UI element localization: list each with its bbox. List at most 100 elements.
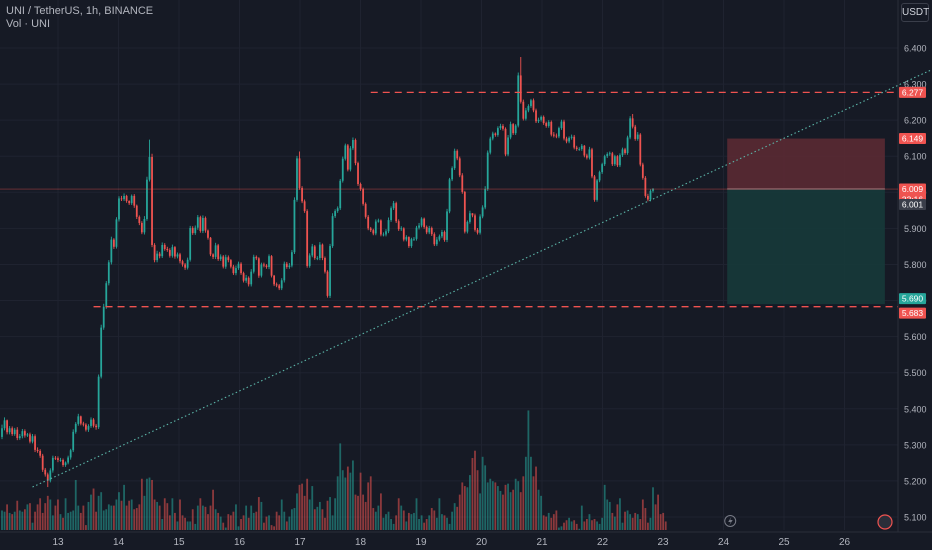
volume-bar <box>593 519 596 530</box>
volume-bar <box>166 503 169 530</box>
volume-bar <box>631 517 634 530</box>
volume-bar <box>573 520 576 530</box>
candle-body <box>49 470 52 481</box>
candle-body <box>201 217 204 231</box>
volume-bar <box>161 519 164 530</box>
candle-body <box>385 231 387 235</box>
volume-bar <box>298 484 301 530</box>
volume-bar <box>441 514 443 530</box>
price-axis[interactable]: 5.1005.2005.3005.4005.5005.6005.7005.800… <box>904 44 927 523</box>
symbol-title[interactable]: UNI / TetherUS, 1h, BINANCE <box>6 5 154 17</box>
volume-bar <box>532 476 535 530</box>
x-tick-label: 18 <box>355 537 367 548</box>
candle-body <box>130 195 133 204</box>
candle-body <box>64 462 67 466</box>
volume-bar <box>293 508 296 530</box>
candle-body <box>252 256 255 272</box>
candle-body <box>44 469 47 475</box>
candle-body <box>397 221 400 230</box>
candle-body <box>240 263 242 274</box>
volume-bar <box>74 479 77 530</box>
candle-body <box>461 175 464 192</box>
volume-bar <box>318 501 321 530</box>
volume-bar <box>51 515 54 530</box>
candle-body <box>263 264 265 266</box>
candle-body <box>471 213 474 216</box>
volume-bar <box>329 497 331 530</box>
time-axis[interactable]: 13 14 15 16 17 18 19 20 21 22 23 24 25 26 <box>52 537 850 548</box>
candle-body <box>550 121 553 135</box>
candle-body <box>161 244 164 257</box>
candle-body <box>507 137 509 155</box>
flash-icon <box>724 515 737 527</box>
volume-bar <box>82 505 85 530</box>
y-tick-label: 5.100 <box>904 513 927 523</box>
volume-bar <box>196 505 199 530</box>
candle-body <box>372 230 375 234</box>
trendline <box>32 69 931 488</box>
volume-bar <box>596 521 598 530</box>
candle-body <box>217 245 220 260</box>
x-tick-label: 20 <box>476 537 488 548</box>
volume-bar <box>227 514 230 530</box>
candle-body <box>97 376 100 428</box>
volume-bar <box>415 498 418 530</box>
volume-bar <box>499 490 502 530</box>
candle-body <box>573 136 576 148</box>
volume-bar <box>474 450 476 530</box>
volume-bar <box>273 526 276 530</box>
volume-bar <box>527 410 530 530</box>
candle-body <box>87 426 90 430</box>
candle-body <box>224 257 227 267</box>
candle-body <box>344 145 347 159</box>
candle-body <box>453 150 456 169</box>
volume-bar <box>222 522 225 530</box>
candle-body <box>644 177 647 196</box>
candle-body <box>212 254 214 257</box>
candle-body <box>486 152 489 190</box>
y-tick-label: 6.400 <box>904 44 927 54</box>
volume-bar <box>64 498 67 530</box>
candle-body <box>593 176 596 200</box>
volume-bar <box>201 505 204 530</box>
volume-bar <box>435 517 438 530</box>
volume-bar <box>463 486 466 530</box>
volume-bar <box>306 478 309 530</box>
volume-bar <box>517 481 520 530</box>
candle-body <box>1 428 3 437</box>
candle-body <box>552 134 555 136</box>
volume-bar <box>613 516 616 530</box>
candle-body <box>57 458 59 460</box>
price-tag-text: 5.690 <box>902 294 924 304</box>
candle-body <box>387 220 390 232</box>
candle-body <box>235 268 237 274</box>
volume-legend[interactable]: Vol · UNI <box>6 18 51 30</box>
volume-bar <box>59 514 62 530</box>
candle-body <box>575 147 578 150</box>
volume-bar <box>237 526 240 530</box>
candle-body <box>296 158 298 200</box>
price-tag <box>899 133 926 145</box>
volume-bar <box>471 458 474 530</box>
candle-body <box>59 459 62 461</box>
volume-bar <box>219 516 222 530</box>
volume-bar <box>263 522 265 530</box>
candle-body <box>624 149 626 153</box>
currency-button[interactable]: USDT <box>901 3 929 22</box>
volume-bar <box>649 517 652 530</box>
volume-bar <box>636 514 639 530</box>
candle-body <box>352 139 354 149</box>
candle-body <box>232 266 235 274</box>
volume-bar <box>563 522 565 530</box>
candle-body <box>69 450 72 458</box>
volume-bar <box>1 510 3 530</box>
volume-bar <box>176 521 179 530</box>
volume-bar <box>95 511 97 530</box>
candle-body <box>23 431 26 436</box>
volume-bar <box>62 517 64 530</box>
candle-body <box>112 239 115 247</box>
volume-bar <box>456 506 459 530</box>
x-tick-label: 15 <box>173 537 185 548</box>
volume-bar <box>285 521 288 530</box>
